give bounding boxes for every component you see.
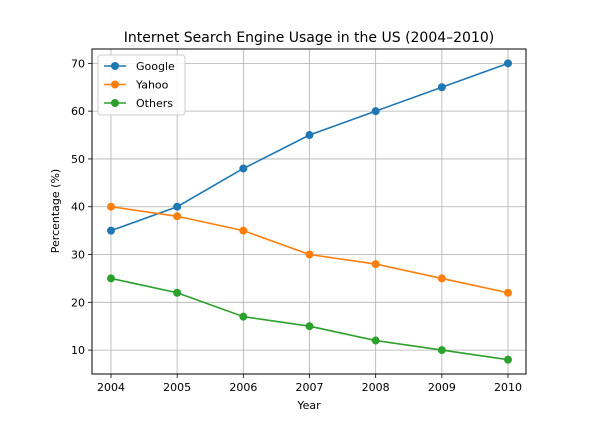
y-tick-label: 50 — [71, 153, 85, 166]
data-point-google — [173, 202, 182, 211]
legend-label: Google — [136, 60, 175, 73]
y-axis: 10 20 30 40 50 60 70 — [71, 57, 92, 357]
legend-swatch-marker — [111, 80, 119, 89]
legend: Google Yahoo Others — [97, 54, 186, 116]
data-point-others — [437, 346, 446, 355]
x-tick-label: 2009 — [428, 381, 456, 394]
data-point-google — [371, 107, 380, 116]
y-tick-label: 40 — [71, 201, 85, 214]
x-tick-label: 2006 — [229, 381, 257, 394]
data-point-others — [371, 336, 380, 345]
y-axis-label: Percentage (%) — [49, 169, 62, 253]
data-point-others — [504, 355, 512, 364]
series-layer — [107, 59, 512, 364]
series-others — [107, 274, 512, 364]
data-point-others — [239, 312, 248, 321]
data-point-google — [305, 131, 314, 140]
grid-lines — [92, 49, 526, 374]
legend-label: Yahoo — [135, 79, 169, 92]
x-tick-label: 2005 — [163, 381, 191, 394]
y-tick-label: 70 — [71, 57, 85, 70]
data-point-google — [107, 226, 115, 235]
legend-label: Others — [136, 97, 173, 110]
data-point-yahoo — [107, 202, 115, 211]
data-point-yahoo — [504, 288, 512, 297]
y-tick-label: 10 — [71, 344, 85, 357]
data-point-google — [504, 59, 512, 68]
legend-box — [97, 54, 186, 116]
x-axis-label: Year — [296, 399, 321, 412]
data-point-yahoo — [305, 250, 314, 259]
y-tick-label: 30 — [71, 249, 85, 262]
data-point-yahoo — [239, 226, 248, 235]
series-google — [107, 59, 512, 235]
x-tick-label: 2010 — [494, 381, 522, 394]
data-point-others — [107, 274, 115, 283]
data-point-others — [173, 288, 182, 297]
legend-item-yahoo: Yahoo — [104, 79, 169, 92]
legend-item-google: Google — [104, 60, 175, 73]
legend-swatch-marker — [111, 62, 119, 70]
data-point-others — [305, 322, 314, 331]
y-tick-label: 60 — [71, 105, 85, 118]
x-tick-label: 2008 — [362, 381, 390, 394]
series-yahoo — [107, 202, 512, 297]
x-tick-label: 2007 — [296, 381, 324, 394]
data-point-google — [239, 164, 248, 173]
plot-frame — [91, 48, 527, 375]
data-point-google — [437, 83, 446, 92]
x-axis: 2004 2005 2006 2007 2008 2009 2010 — [97, 374, 522, 394]
legend-item-others: Others — [104, 97, 173, 110]
x-tick-label: 2004 — [97, 381, 125, 394]
data-point-yahoo — [437, 274, 446, 283]
chart-title: Internet Search Engine Usage in the US (… — [124, 30, 495, 46]
legend-swatch-marker — [111, 99, 119, 107]
data-point-yahoo — [371, 260, 380, 269]
data-point-yahoo — [173, 212, 182, 221]
y-tick-label: 20 — [71, 296, 85, 309]
